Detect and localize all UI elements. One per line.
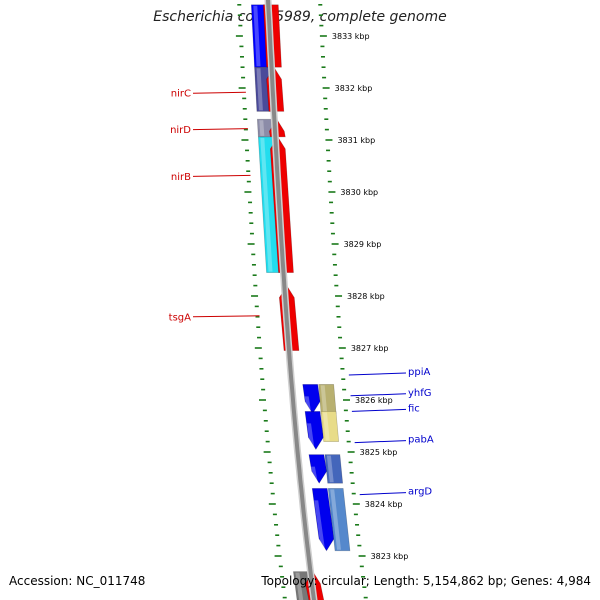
gene-leader-line (359, 492, 407, 496)
ruler-label: 3831 kbp (337, 136, 375, 145)
gene-highlight (314, 500, 325, 550)
ruler-label: 3825 kbp (360, 448, 398, 457)
gene-leader-line (192, 174, 251, 177)
gene-leader-line (354, 440, 407, 444)
gene-block (324, 454, 344, 484)
gene-highlight (330, 489, 341, 550)
backbone-layer (264, 0, 318, 600)
gene-highlight (259, 120, 265, 136)
ruler-label: 3826 kbp (355, 396, 393, 405)
gene-label-tsgA: tsgA (169, 312, 191, 323)
gene-leader-line (350, 393, 407, 397)
ruler-layer: 3833 kbp 3832 kbp 3831 kbp 3830 kbp 3829 kbp… (332, 32, 408, 561)
backbone-line (265, 0, 317, 600)
gene-leader-line (348, 372, 407, 376)
ruler-label: 3830 kbp (340, 188, 378, 197)
ruler-label: 3828 kbp (347, 292, 385, 301)
ruler-label: 3823 kbp (371, 552, 409, 561)
ruler-label: 3824 kbp (365, 500, 403, 509)
ruler-label: 3829 kbp (344, 240, 382, 249)
gene-label-yhfG: yhfG (408, 388, 432, 399)
gene-label-nirB: nirB (171, 172, 191, 183)
gene-label-fic: fic (408, 403, 420, 414)
gene-label-layer: nirC nirD nirB tsgA ppiA yhfG fic pabA argD (169, 89, 434, 498)
gene-leader-line (192, 128, 248, 131)
gene-highlight (260, 137, 273, 272)
ruler-label: 3827 kbp (351, 344, 389, 353)
gene-label-pabA: pabA (408, 435, 434, 446)
gene-label-nirD: nirD (170, 125, 191, 136)
gene-leader-line (192, 315, 260, 318)
gene-label-argD: argD (408, 487, 432, 498)
gene-highlight (326, 455, 334, 483)
map-title: Escherichia coli 55989, complete genome (153, 9, 447, 25)
gene-label-ppiA: ppiA (408, 367, 430, 378)
gene-highlight (310, 466, 318, 483)
gene-highlight (253, 5, 261, 67)
gene-highlight (295, 572, 304, 600)
gene-leader-line (351, 408, 407, 412)
gene-label-nirC: nirC (171, 89, 191, 100)
accession-text: Accession: NC_011748 (9, 574, 146, 588)
gene-block (320, 411, 340, 442)
gene-highlight (320, 385, 328, 413)
gene-arrow (308, 454, 328, 484)
gene-arrow (311, 488, 335, 552)
topology-summary-text: Topology: circular; Length: 5,154,862 bp… (261, 574, 591, 588)
tick-layer (235, 4, 368, 599)
gene-leader-line (192, 91, 246, 94)
gene-highlight (323, 412, 330, 441)
gene-block (327, 488, 351, 552)
gene-arrow (302, 384, 321, 415)
ruler-label: 3833 kbp (332, 32, 370, 41)
gene-arrow (304, 411, 324, 450)
gene-highlight (256, 68, 263, 111)
gene-highlight (304, 396, 312, 413)
ruler-label: 3832 kbp (335, 84, 373, 93)
gene-highlight (307, 423, 315, 449)
